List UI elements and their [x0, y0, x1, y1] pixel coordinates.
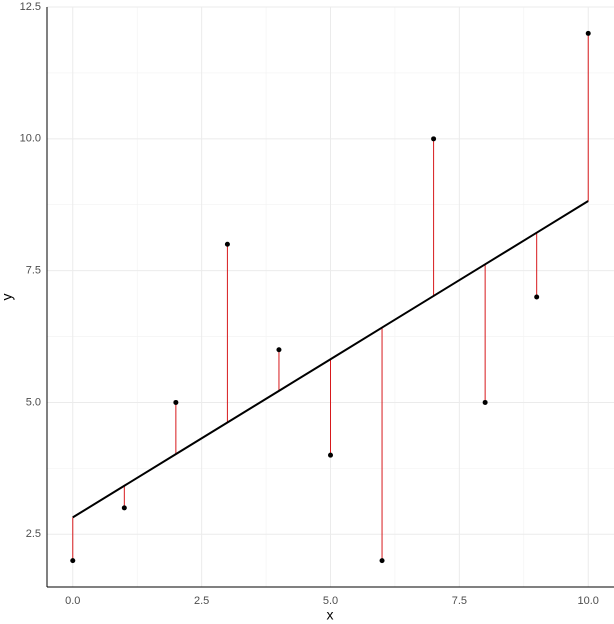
- fit-line: [72, 200, 589, 519]
- x-tick-label: 2.5: [194, 595, 209, 607]
- point: [482, 399, 488, 405]
- point: [431, 136, 437, 142]
- x-axis-label: x: [327, 607, 334, 623]
- point: [328, 452, 333, 458]
- point: [224, 241, 230, 247]
- point: [585, 30, 591, 36]
- y-tick-label: 5.0: [26, 396, 41, 408]
- point: [173, 399, 179, 405]
- point: [121, 505, 127, 511]
- point: [70, 558, 76, 564]
- x-tick-label: 5.0: [323, 595, 338, 607]
- y-tick-label: 2.5: [26, 528, 41, 540]
- x-tick-label: 10.0: [578, 595, 599, 607]
- x-tick-label: 0.0: [65, 595, 80, 607]
- point: [534, 294, 540, 300]
- y-axis-label: y: [0, 294, 15, 301]
- y-tick-label: 10.0: [20, 133, 41, 145]
- point: [276, 347, 282, 353]
- y-tick-label: 12.5: [20, 1, 41, 13]
- x-tick-label: 7.5: [452, 595, 467, 607]
- y-tick-label: 7.5: [26, 265, 41, 277]
- point: [379, 558, 385, 564]
